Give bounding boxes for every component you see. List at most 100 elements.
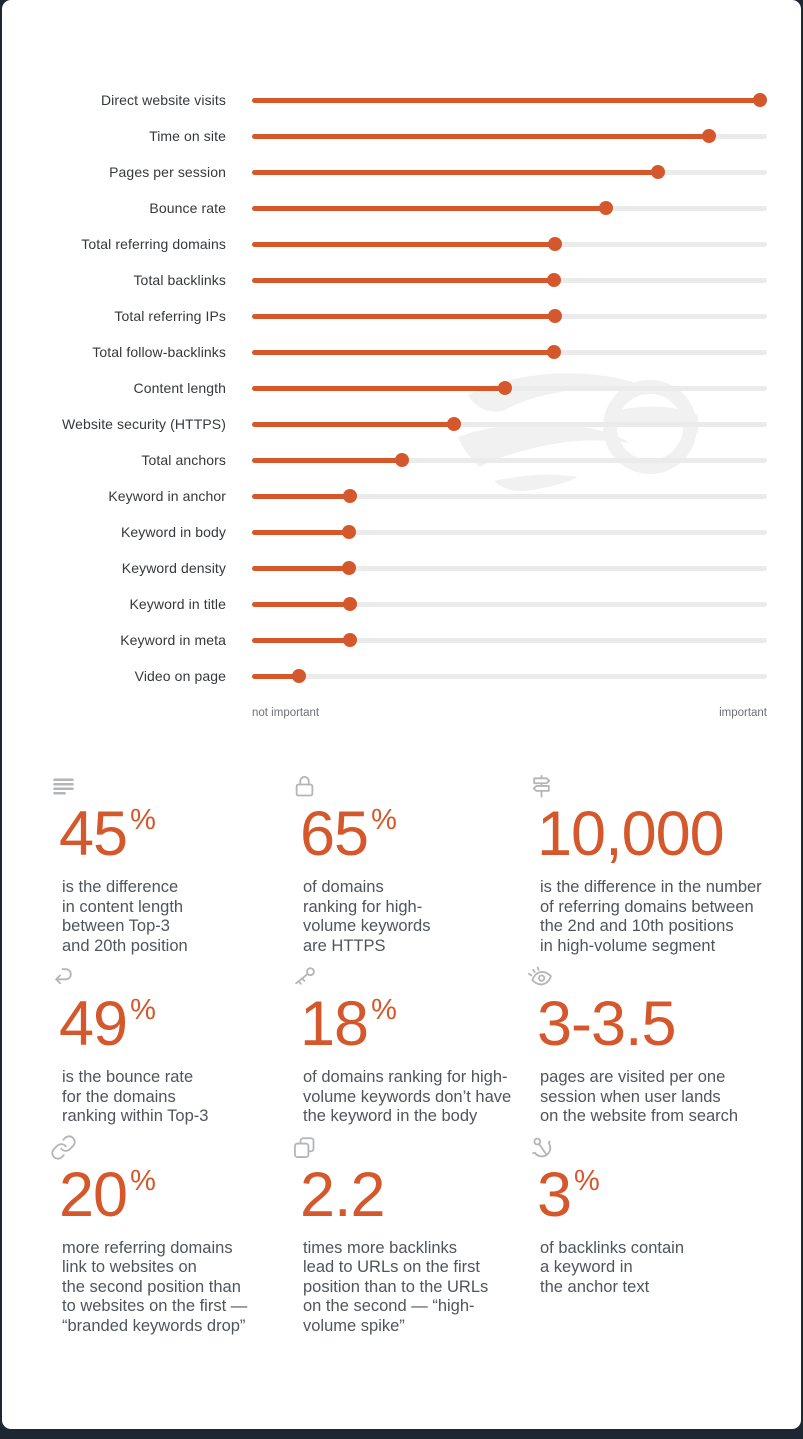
stat-description: of backlinks contain a keyword in the an… <box>540 1238 684 1296</box>
factor-track <box>252 669 767 683</box>
stat-description: times more backlinks lead to URLs on the… <box>303 1238 489 1335</box>
stats-grid: 45% is the difference in content length b… <box>2 773 801 1424</box>
factor-track <box>252 273 767 287</box>
stat-card: 3% of backlinks contain a keyword in the … <box>532 1134 785 1337</box>
factor-label: Content length <box>133 380 226 396</box>
factor-track <box>252 309 767 323</box>
factor-bar <box>252 669 307 683</box>
stat-value: 65% <box>300 803 540 866</box>
factor-dot <box>446 417 461 431</box>
link-icon <box>50 1134 303 1164</box>
factor-label: Time on site <box>149 128 226 144</box>
chart-row: Keyword in title <box>38 586 767 622</box>
stat-number: 10,000 <box>537 799 725 869</box>
stat-description: is the bounce rate for the domains ranki… <box>62 1068 209 1125</box>
factor-label: Keyword in body <box>120 524 226 540</box>
chart-row: Direct website visits <box>38 82 767 118</box>
stat-card: 20% more referring domains link to websit… <box>51 1134 303 1337</box>
stat-number: 3-3.5 <box>537 989 677 1059</box>
factor-track <box>252 129 767 143</box>
factor-bar <box>252 561 357 575</box>
factor-bar <box>252 129 717 143</box>
factor-label: Total referring domains <box>81 236 226 252</box>
factor-dot <box>343 597 358 611</box>
eye-icon <box>528 963 785 993</box>
factor-label: Total anchors <box>141 452 226 468</box>
stat-number: 49 <box>59 989 128 1059</box>
stat-description: is the difference in the number of refer… <box>540 878 762 955</box>
stat-value: 2.2 <box>300 1163 540 1227</box>
factor-track <box>252 201 767 215</box>
stat-number: 2.2 <box>300 1159 386 1230</box>
factor-track <box>252 633 767 647</box>
stat-card: 65% of domains ranking for high- volume k… <box>295 773 540 956</box>
factor-label: Keyword in meta <box>120 632 226 648</box>
stat-card: 49% is the bounce rate for the domains ra… <box>55 963 303 1127</box>
factor-label: Total backlinks <box>133 272 226 288</box>
factor-dot <box>343 489 358 503</box>
axis-label-not-important: not important <box>252 707 320 719</box>
stat-number: 18 <box>300 989 369 1059</box>
stat-value: 3% <box>537 1163 785 1227</box>
lock-icon <box>291 773 540 803</box>
stat-percent-sign: % <box>371 804 397 836</box>
return-arrow-icon <box>50 963 303 993</box>
signpost-icon <box>528 773 785 803</box>
factor-dot <box>752 93 767 107</box>
factor-label: Website security (HTTPS) <box>62 416 226 432</box>
chart-rows: Direct website visits Time on site Pages p… <box>38 82 767 694</box>
factor-bar <box>252 237 562 251</box>
chart-row: Keyword in anchor <box>38 478 767 514</box>
factor-label: Pages per session <box>109 164 226 180</box>
factor-track <box>252 561 767 575</box>
factor-label: Total referring IPs <box>114 308 226 324</box>
factor-track <box>252 453 767 467</box>
factor-track <box>252 165 767 179</box>
factor-bar <box>252 525 357 539</box>
factor-dot <box>546 345 561 359</box>
key-icon <box>291 963 540 993</box>
factor-dot <box>546 273 561 287</box>
stat-number: 45 <box>59 799 128 869</box>
stat-card: 10,000 is the difference in the number of… <box>532 773 785 956</box>
factor-bar <box>252 453 410 467</box>
stat-card: 18% of domains ranking for high- volume k… <box>295 963 540 1127</box>
factor-track <box>252 381 767 395</box>
chart-row: Total referring IPs <box>38 298 767 334</box>
factor-dot <box>342 525 357 539</box>
stat-value: 49% <box>59 993 303 1056</box>
factor-track <box>252 345 767 359</box>
chart-axis: not important important <box>252 707 767 719</box>
ranking-factors-chart: Direct website visits Time on site Pages p… <box>2 0 801 719</box>
stat-description: more referring domains link to websites … <box>62 1238 248 1335</box>
factor-dot <box>702 129 717 143</box>
stat-value: 3-3.5 <box>537 993 785 1056</box>
factor-dot <box>342 561 357 575</box>
factor-label: Keyword in title <box>129 596 226 612</box>
axis-label-important: important <box>719 707 767 719</box>
stat-percent-sign: % <box>574 1164 600 1197</box>
factor-dot <box>651 165 666 179</box>
factor-bar <box>252 381 512 395</box>
chart-row: Time on site <box>38 118 767 154</box>
factor-label: Bounce rate <box>149 200 226 216</box>
factor-bar <box>252 273 561 287</box>
chart-row: Video on page <box>38 658 767 694</box>
factor-dot <box>599 201 614 215</box>
factor-track <box>252 525 767 539</box>
factor-dot <box>395 453 410 467</box>
chart-row: Total referring domains <box>38 226 767 262</box>
stat-description: is the difference in content length betw… <box>62 878 188 955</box>
chart-row: Keyword in body <box>38 514 767 550</box>
chart-row: Keyword density <box>38 550 767 586</box>
chart-row: Website security (HTTPS) <box>38 406 767 442</box>
factor-track <box>252 597 767 611</box>
copy-icon <box>291 1134 540 1164</box>
stat-percent-sign: % <box>130 994 156 1026</box>
stat-number: 20 <box>59 1159 128 1230</box>
factor-track <box>252 417 767 431</box>
factor-bar <box>252 345 561 359</box>
chart-row: Total anchors <box>38 442 767 478</box>
chart-row: Total follow-backlinks <box>38 334 767 370</box>
factor-bar <box>252 165 666 179</box>
